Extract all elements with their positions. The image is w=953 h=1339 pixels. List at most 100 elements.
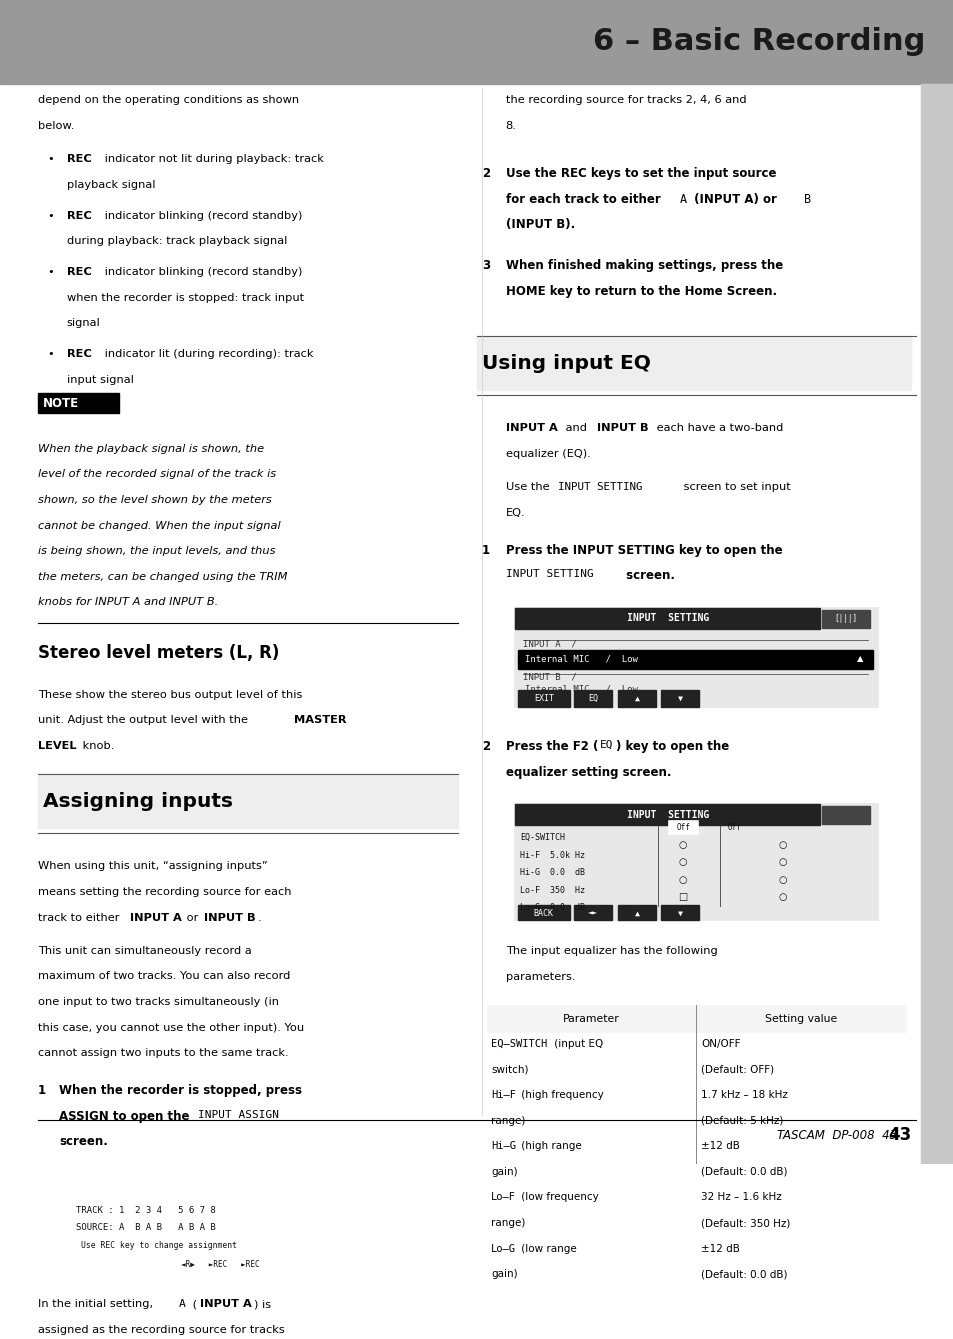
Text: REC: REC [67,266,91,277]
Text: assigned as the recording source for tracks: assigned as the recording source for tra… [38,1324,285,1335]
Text: Use the REC keys to set the input source: Use the REC keys to set the input source [505,167,776,181]
Text: This unit can simultaneously record a: This unit can simultaneously record a [38,945,252,956]
Text: Lo-F  350  Hz: Lo-F 350 Hz [519,885,584,894]
Text: Internal MIC   /  Low: Internal MIC / Low [524,684,637,694]
Text: (Default: 0.0 dB): (Default: 0.0 dB) [700,1166,787,1177]
Text: one input to two tracks simultaneously (in: one input to two tracks simultaneously (… [38,998,279,1007]
Text: when the recorder is stopped: track input: when the recorder is stopped: track inpu… [67,293,304,303]
Text: shown, so the level shown by the meters: shown, so the level shown by the meters [38,495,272,505]
Text: BACK: BACK [534,909,553,919]
Bar [517,905,570,920]
Text: (high range: (high range [517,1141,581,1152]
Text: cannot be changed. When the input signal: cannot be changed. When the input signal [38,521,280,530]
Text: REC: REC [67,210,91,221]
Text: Use REC key to change assignment: Use REC key to change assignment [81,1241,237,1251]
Bar [515,803,877,920]
Text: the recording source for tracks 2, 4, 6 and: the recording source for tracks 2, 4, 6 … [505,95,745,106]
Text: TASCAM  DP-008  43: TASCAM DP-008 43 [776,1129,896,1142]
Text: 2: 2 [481,740,490,753]
Text: indicator lit (during recording): track: indicator lit (during recording): track [101,349,314,359]
Text: screen to set input: screen to set input [679,482,790,493]
Text: ○: ○ [679,840,686,850]
Text: Off: Off [727,822,740,832]
Text: REC: REC [67,154,91,165]
Text: (input EQ: (input EQ [551,1039,603,1048]
Text: Hi–G: Hi–G [491,1141,516,1152]
Text: ▲: ▲ [856,655,862,663]
Bar [574,691,612,707]
Text: signal: signal [67,319,100,328]
Text: TRACK : 1  2 3 4   5 6 7 8: TRACK : 1 2 3 4 5 6 7 8 [76,1206,215,1216]
Text: Assigning inputs: Assigning inputs [43,793,233,811]
Text: during playback: track playback signal: during playback: track playback signal [67,237,287,246]
Text: REC: REC [67,349,91,359]
Text: EQ-SWITCH: EQ-SWITCH [519,833,564,842]
Text: Hi-G  0.0  dB: Hi-G 0.0 dB [519,868,584,877]
Text: (INPUT B).: (INPUT B). [505,218,575,232]
Text: INPUT SETTING: INPUT SETTING [505,569,593,580]
Text: or: or [183,913,202,923]
Text: below.: below. [38,121,74,131]
Text: Press the F2 (: Press the F2 ( [505,740,598,753]
Text: EXIT: EXIT [534,694,553,703]
Text: LEVEL: LEVEL [38,740,76,751]
Text: .: . [257,913,261,923]
Text: •: • [48,266,54,277]
Text: ○: ○ [679,874,686,885]
Bar [517,649,872,670]
Text: ○: ○ [778,874,785,885]
Text: INPUT  SETTING: INPUT SETTING [626,810,708,819]
Text: [|||]: [|||] [834,613,857,623]
Text: Hi–F: Hi–F [491,1090,516,1099]
Text: ▲: ▲ [634,909,639,919]
Text: screen.: screen. [621,569,675,582]
Bar [71,1236,419,1255]
Text: INPUT A  /: INPUT A / [522,639,576,648]
Text: (INPUT A) or: (INPUT A) or [689,193,780,206]
Bar [618,691,656,707]
Text: ±12 dB: ±12 dB [700,1141,740,1152]
Text: 6 – Basic Recording: 6 – Basic Recording [593,27,924,56]
Text: indicator not lit during playback: track: indicator not lit during playback: track [101,154,324,165]
Text: When the playback signal is shown, the: When the playback signal is shown, the [38,443,264,454]
Bar [667,821,698,834]
Text: SOURCE: A  B A B   A B A B: SOURCE: A B A B A B A B [76,1223,215,1232]
Text: equalizer setting screen.: equalizer setting screen. [505,766,670,778]
Text: 8.: 8. [505,121,516,131]
Text: screen.: screen. [59,1135,108,1149]
Text: INPUT  ASSIGN: INPUT ASSIGN [172,1180,248,1189]
Text: The input equalizer has the following: The input equalizer has the following [505,947,717,956]
Text: HOME key to return to the Home Screen.: HOME key to return to the Home Screen. [505,285,776,299]
Text: Stereo level meters (L, R): Stereo level meters (L, R) [38,644,279,661]
Text: and: and [561,423,590,434]
Text: ) is: ) is [253,1299,271,1310]
Text: input signal: input signal [67,375,133,384]
Text: 32 Hz – 1.6 kHz: 32 Hz – 1.6 kHz [700,1193,781,1202]
Text: switch): switch) [491,1065,528,1074]
Bar [517,691,570,707]
Text: Lo–G: Lo–G [491,1244,516,1253]
Text: B: B [803,193,810,206]
Bar [920,84,953,1164]
Text: Use the: Use the [505,482,553,493]
Bar [660,905,699,920]
Text: 1: 1 [481,544,490,557]
Text: INPUT A: INPUT A [130,913,181,923]
Text: (low frequency: (low frequency [517,1193,598,1202]
Text: (Default: OFF): (Default: OFF) [700,1065,774,1074]
Text: Internal MIC   /  Low: Internal MIC / Low [524,655,637,663]
Text: 43: 43 [887,1126,910,1144]
Text: Press the INPUT SETTING key to open the: Press the INPUT SETTING key to open the [505,544,781,557]
Text: □: □ [678,892,687,902]
Text: (: ( [189,1299,197,1310]
Text: maximum of two tracks. You can also record: maximum of two tracks. You can also reco… [38,971,291,981]
Text: depend on the operating conditions as shown: depend on the operating conditions as sh… [38,95,299,106]
Text: ) key to open the: ) key to open the [616,740,729,753]
Text: playback signal: playback signal [67,179,155,190]
Bar [486,1006,905,1032]
Text: •: • [48,349,54,359]
Text: MASTER: MASTER [294,715,346,726]
Text: the meters, can be changed using the TRIM: the meters, can be changed using the TRI… [38,572,288,582]
Bar [821,611,869,628]
Text: EQ: EQ [599,740,613,750]
